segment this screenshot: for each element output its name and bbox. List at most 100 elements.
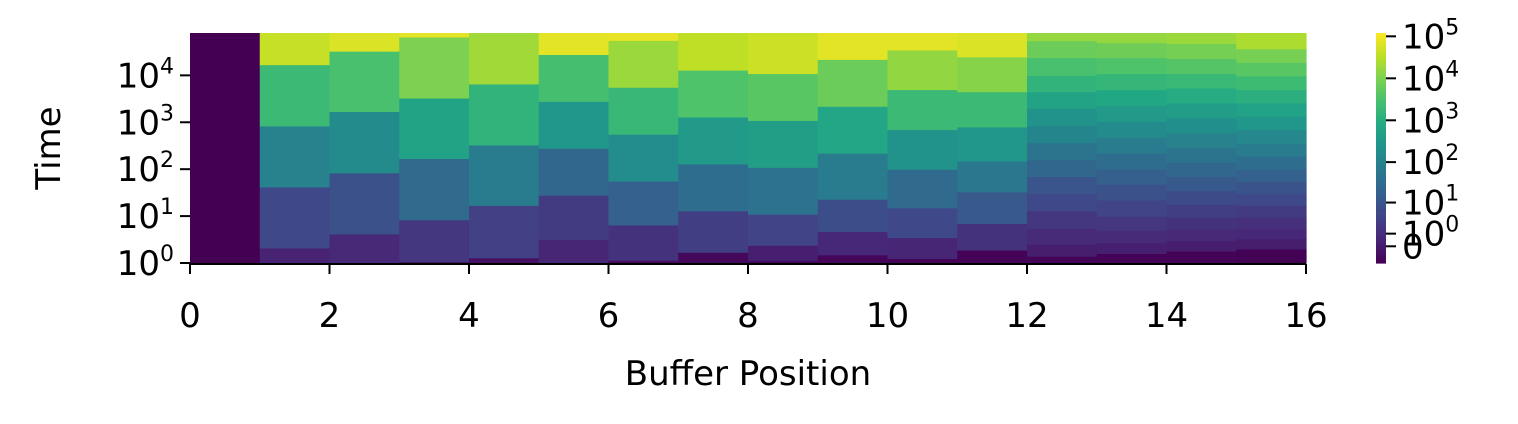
heatmap-cell-col8-row6 bbox=[748, 33, 819, 75]
heatmap-cell-col12-row9 bbox=[1027, 108, 1098, 127]
heatmap-cell-col6-row1 bbox=[608, 224, 679, 261]
colorbar-segment-114 bbox=[1376, 261, 1386, 264]
colorbar-segment-101 bbox=[1376, 235, 1386, 238]
colorbar-segment-1 bbox=[1376, 35, 1386, 38]
heatmap-cell-col15-row10 bbox=[1236, 129, 1307, 144]
colorbar-segment-61 bbox=[1376, 155, 1386, 158]
heatmap-cell-col13-row10 bbox=[1096, 105, 1168, 122]
heatmap-cell-col1-row1 bbox=[259, 186, 331, 249]
heatmap-cell-col3-row3 bbox=[399, 97, 470, 159]
heatmap-cell-col5-row1 bbox=[538, 195, 610, 240]
heatmap-cell-col13-row4 bbox=[1096, 200, 1168, 217]
heatmap-cell-col2-row0 bbox=[329, 233, 400, 264]
heatmap-cell-col9-row4 bbox=[817, 106, 889, 154]
colorbar-segment-86 bbox=[1376, 205, 1386, 208]
colorbar-segment-45 bbox=[1376, 123, 1386, 126]
colorbar-segment-77 bbox=[1376, 187, 1386, 190]
colorbar-segment-94 bbox=[1376, 221, 1386, 224]
heatmap-cell-col8-row2 bbox=[748, 214, 819, 246]
y-tick-label-4: 104 bbox=[117, 54, 174, 96]
colorbar-segment-107 bbox=[1376, 247, 1386, 250]
heatmap-cell-col11-row2 bbox=[957, 191, 1028, 224]
colorbar-segment-83 bbox=[1376, 199, 1386, 202]
colorbar-segment-4 bbox=[1376, 41, 1386, 44]
heatmap-cell-col14-row13 bbox=[1166, 73, 1237, 89]
heatmap-cell-col3-row2 bbox=[399, 158, 470, 221]
heatmap-cell-col14-row11 bbox=[1166, 102, 1237, 119]
colorbar-segment-111 bbox=[1376, 255, 1386, 258]
x-tick-label-7: 14 bbox=[1145, 296, 1188, 336]
heatmap-cell-col7-row3 bbox=[678, 116, 749, 165]
x-tick-label-6: 12 bbox=[1005, 296, 1048, 336]
heatmap-cell-col6-row5 bbox=[608, 40, 679, 88]
heatmap-cells bbox=[190, 33, 1307, 264]
heatmap-cell-col11-row6 bbox=[957, 56, 1028, 93]
colorbar-segment-33 bbox=[1376, 99, 1386, 102]
heatmap-cell-col1-row2 bbox=[259, 125, 331, 188]
colorbar-segment-8 bbox=[1376, 49, 1386, 52]
heatmap-cell-col7-row1 bbox=[678, 210, 749, 253]
heatmap-cell-col13-row1 bbox=[1096, 242, 1168, 255]
colorbar-segment-35 bbox=[1376, 103, 1386, 106]
colorbar-segment-56 bbox=[1376, 145, 1386, 148]
colorbar-segment-79 bbox=[1376, 191, 1386, 194]
heatmap-cell-col7-row4 bbox=[678, 70, 749, 118]
colorbar-segment-81 bbox=[1376, 195, 1386, 198]
heatmap-cell-col5-row3 bbox=[538, 101, 610, 149]
colorbar-segment-92 bbox=[1376, 217, 1386, 220]
colorbar-tick-label-0: 0 bbox=[1402, 227, 1424, 267]
colorbar-segment-71 bbox=[1376, 175, 1386, 178]
heatmap-cell-col3-row0 bbox=[399, 261, 470, 264]
colorbar-segment-97 bbox=[1376, 227, 1386, 230]
colorbar-segment-37 bbox=[1376, 107, 1386, 110]
heatmap-cell-col5-row2 bbox=[538, 148, 610, 196]
x-tick-label-5: 10 bbox=[866, 296, 909, 336]
colorbar-segment-21 bbox=[1376, 75, 1386, 78]
heatmap-cell-col10-row2 bbox=[887, 207, 958, 239]
heatmap-cell-col12-row5 bbox=[1027, 176, 1098, 195]
colorbar-segment-38 bbox=[1376, 109, 1386, 112]
colorbar-segment-53 bbox=[1376, 139, 1386, 142]
colorbar-segment-29 bbox=[1376, 91, 1386, 94]
colorbar-segment-34 bbox=[1376, 101, 1386, 104]
heatmap-cell-col14-row4 bbox=[1166, 204, 1237, 218]
heatmap-cell-col15-row6 bbox=[1236, 181, 1307, 195]
x-tick-label-2: 4 bbox=[458, 296, 480, 336]
heatmap-cell-col6-row4 bbox=[608, 87, 679, 135]
heatmap-cell-col8-row4 bbox=[748, 120, 819, 168]
colorbar-segment-2 bbox=[1376, 37, 1386, 40]
colorbar-segment-0 bbox=[1376, 33, 1386, 36]
heatmap-cell-col11-row4 bbox=[957, 126, 1028, 162]
heatmap-cell-col15-row17 bbox=[1236, 33, 1307, 50]
heatmap-cell-col14-row7 bbox=[1166, 162, 1237, 178]
heatmap-cell-col11-row1 bbox=[957, 223, 1028, 251]
colorbar-segment-60 bbox=[1376, 153, 1386, 156]
heatmap-cell-col14-row8 bbox=[1166, 147, 1237, 163]
heatmap-cell-col15-row13 bbox=[1236, 89, 1307, 104]
colorbar-segment-50 bbox=[1376, 133, 1386, 136]
heatmap-cell-col13-row2 bbox=[1096, 230, 1168, 244]
colorbar-segment-113 bbox=[1376, 259, 1386, 262]
colorbar-segment-25 bbox=[1376, 83, 1386, 86]
colorbar-segment-78 bbox=[1376, 189, 1386, 192]
colorbar-segment-73 bbox=[1376, 179, 1386, 182]
x-axis: 0 2 4 6 8 10 12 14 16 bbox=[179, 263, 1328, 336]
heatmap-cell-col5-row4 bbox=[538, 54, 610, 102]
heatmap-cell-col14-row16 bbox=[1166, 33, 1237, 45]
heatmap-cell-col8-row5 bbox=[748, 73, 819, 121]
colorbar-segment-80 bbox=[1376, 193, 1386, 196]
heatmap-cell-col15-row0 bbox=[1236, 248, 1307, 264]
colorbar-segment-106 bbox=[1376, 245, 1386, 248]
colorbar-segment-48 bbox=[1376, 129, 1386, 132]
colorbar-segment-63 bbox=[1376, 159, 1386, 162]
colorbar-segment-44 bbox=[1376, 121, 1386, 124]
colorbar-segment-105 bbox=[1376, 243, 1386, 246]
heatmap-cell-col14-row1 bbox=[1166, 240, 1237, 252]
heatmap-cell-col15-row12 bbox=[1236, 102, 1307, 117]
colorbar-segment-76 bbox=[1376, 185, 1386, 188]
heatmap-cell-col9-row6 bbox=[817, 33, 889, 60]
heatmap-cell-col15-row11 bbox=[1236, 116, 1307, 131]
heatmap-cell-col15-row3 bbox=[1236, 217, 1307, 229]
